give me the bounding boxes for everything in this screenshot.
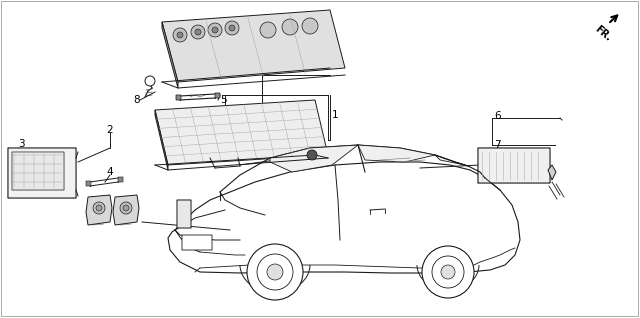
- Circle shape: [145, 76, 155, 86]
- Polygon shape: [358, 145, 435, 162]
- Circle shape: [173, 28, 187, 42]
- Circle shape: [96, 205, 102, 211]
- Circle shape: [432, 256, 464, 288]
- Text: 8: 8: [133, 95, 140, 105]
- Circle shape: [120, 202, 132, 214]
- Circle shape: [302, 18, 318, 34]
- Circle shape: [229, 25, 235, 31]
- Text: 7: 7: [494, 140, 500, 150]
- Text: 3: 3: [18, 139, 24, 149]
- Polygon shape: [162, 22, 178, 88]
- FancyBboxPatch shape: [182, 235, 212, 250]
- FancyBboxPatch shape: [12, 152, 64, 190]
- Circle shape: [422, 246, 474, 298]
- Polygon shape: [435, 155, 465, 165]
- Polygon shape: [155, 100, 328, 165]
- Circle shape: [282, 19, 298, 35]
- Text: FR.: FR.: [593, 24, 613, 43]
- Text: 4: 4: [106, 167, 113, 177]
- Circle shape: [267, 264, 283, 280]
- Circle shape: [260, 22, 276, 38]
- Circle shape: [93, 202, 105, 214]
- Polygon shape: [162, 10, 345, 82]
- Text: 1: 1: [332, 110, 339, 120]
- FancyBboxPatch shape: [176, 95, 181, 100]
- Circle shape: [195, 29, 201, 35]
- Circle shape: [123, 205, 129, 211]
- Polygon shape: [270, 145, 358, 172]
- Text: 2: 2: [106, 125, 113, 135]
- Circle shape: [257, 254, 293, 290]
- Polygon shape: [155, 110, 168, 170]
- FancyBboxPatch shape: [86, 181, 91, 186]
- Polygon shape: [113, 195, 139, 225]
- Circle shape: [307, 150, 317, 160]
- Polygon shape: [168, 162, 520, 273]
- FancyBboxPatch shape: [177, 200, 191, 228]
- FancyBboxPatch shape: [118, 177, 123, 182]
- Circle shape: [212, 27, 218, 33]
- Polygon shape: [548, 165, 556, 180]
- Circle shape: [441, 265, 455, 279]
- Circle shape: [177, 32, 183, 38]
- Circle shape: [208, 23, 222, 37]
- Text: 5: 5: [220, 95, 227, 105]
- FancyBboxPatch shape: [478, 148, 550, 183]
- Circle shape: [247, 244, 303, 300]
- Text: 6: 6: [494, 111, 500, 121]
- FancyBboxPatch shape: [215, 93, 220, 98]
- FancyBboxPatch shape: [8, 148, 76, 198]
- Circle shape: [191, 25, 205, 39]
- Polygon shape: [86, 195, 112, 225]
- Circle shape: [225, 21, 239, 35]
